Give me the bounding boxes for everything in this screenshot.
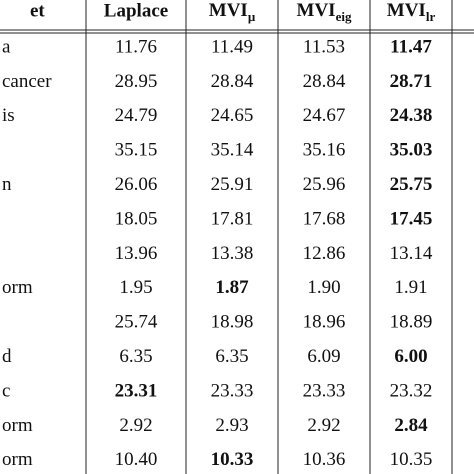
header-cell: Laplace (104, 0, 168, 21)
cell-value: 1.91 (394, 277, 427, 298)
header-sub: μ (248, 9, 256, 24)
header-main: MVI (209, 0, 248, 21)
cell-value: 28.84 (303, 71, 346, 92)
cell-value: 2.92 (307, 415, 340, 436)
cell-value: 6.35 (119, 346, 152, 367)
cell-value: 1.87 (215, 277, 249, 298)
cell-value: 2.93 (215, 415, 248, 436)
header-cell: MVIlr (387, 0, 436, 24)
cell-value: 24.67 (303, 105, 346, 126)
cell-value: 6.09 (307, 346, 340, 367)
cell-value: 10.33 (211, 449, 254, 470)
cell-value: 6.35 (215, 346, 248, 367)
row-label: a (2, 36, 11, 57)
cell-value: 17.68 (303, 208, 346, 229)
header-sub: eig (336, 9, 352, 24)
cell-value: 11.49 (211, 36, 253, 57)
cell-value: 12.86 (303, 243, 346, 264)
cell-value: 26.06 (115, 174, 158, 195)
cell-value: 18.89 (390, 312, 433, 333)
cell-value: 23.33 (303, 380, 346, 401)
cell-value: 23.31 (115, 380, 158, 401)
cell-value: 11.76 (115, 36, 157, 57)
cell-value: 23.33 (211, 380, 254, 401)
row-label: n (2, 174, 12, 195)
cell-value: 13.96 (115, 243, 158, 264)
header-main: MVI (297, 0, 336, 21)
row-label: orm (2, 415, 33, 436)
cell-value: 18.05 (115, 208, 158, 229)
cell-value: 35.03 (390, 140, 433, 161)
cell-value: 17.81 (211, 208, 254, 229)
cell-value: 2.84 (394, 415, 428, 436)
row-label: d (2, 346, 12, 367)
cell-value: 10.35 (390, 449, 433, 470)
header-cell: MVIeig (297, 0, 352, 24)
row-label: is (2, 105, 15, 126)
cell-value: 25.74 (115, 312, 158, 333)
header-sub: lr (426, 9, 436, 24)
cell-value: 18.96 (303, 312, 346, 333)
cell-value: 18.98 (211, 312, 254, 333)
cell-value: 28.84 (211, 71, 254, 92)
header-cell: MVIμ (209, 0, 256, 24)
cell-value: 24.79 (115, 105, 158, 126)
cell-value: 25.91 (211, 174, 254, 195)
cell-value: 28.71 (390, 71, 433, 92)
cell-value: 24.38 (390, 105, 433, 126)
row-label: cancer (2, 71, 52, 92)
row-label: orm (2, 277, 33, 298)
cell-value: 35.16 (303, 140, 346, 161)
cell-value: 1.95 (119, 277, 152, 298)
cell-value: 25.96 (303, 174, 346, 195)
header-main: MVI (387, 0, 426, 21)
cell-value: 13.38 (211, 243, 254, 264)
cell-value: 6.00 (394, 346, 427, 367)
cell-value: 23.32 (390, 380, 433, 401)
cell-value: 2.92 (119, 415, 152, 436)
cell-value: 1.90 (307, 277, 340, 298)
cell-value: 35.15 (115, 140, 158, 161)
cell-value: 28.95 (115, 71, 158, 92)
row-label: c (2, 380, 10, 401)
cell-value: 11.47 (390, 36, 432, 57)
cell-value: 17.45 (390, 208, 433, 229)
cell-value: 11.53 (303, 36, 345, 57)
row-label: orm (2, 449, 33, 470)
cell-value: 13.14 (390, 243, 433, 264)
cell-value: 10.36 (303, 449, 346, 470)
cell-value: 25.75 (390, 174, 433, 195)
cell-value: 10.40 (115, 449, 158, 470)
header-cell: et (30, 0, 45, 21)
cell-value: 24.65 (211, 105, 254, 126)
cell-value: 35.14 (211, 140, 254, 161)
